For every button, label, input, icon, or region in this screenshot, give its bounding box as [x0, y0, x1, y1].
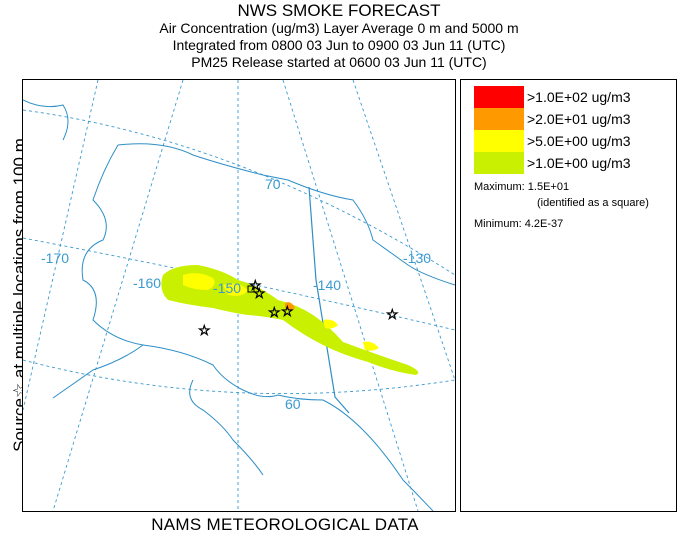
contour-high-4: [363, 341, 379, 351]
maximum-square: [247, 285, 255, 293]
legend-swatch-yellow: [474, 130, 524, 152]
legend-maximum: Maximum: 1.5E+01: [474, 181, 570, 193]
legend-label-1: >1.0E+02 ug/m3: [527, 89, 631, 105]
contour-high-2: [223, 283, 248, 296]
lat-label-70: 70: [265, 176, 281, 192]
source-star-4: ☆: [268, 304, 281, 320]
legend-swatch-red: [474, 86, 524, 108]
contour-high-3: [323, 319, 338, 329]
legend-label-4: >1.0E+00 ug/m3: [527, 155, 631, 171]
meridian-140-line: [282, 80, 419, 511]
lon-label-130: -130: [403, 250, 431, 266]
map-canvas: ☆ ☆ ☆ ☆ ☆ ☆ 70 60 -170 -160 -150 -140 -1…: [23, 80, 455, 511]
integration-period: Integrated from 0800 03 Jun to 0900 03 J…: [172, 37, 506, 53]
smoke-contours: [161, 265, 419, 375]
lon-label-140: -140: [313, 277, 341, 293]
coastline-north: [117, 143, 455, 286]
contour-high-5: [285, 302, 295, 310]
source-star-1: ☆: [249, 277, 262, 293]
lon-label-150: -150: [213, 280, 241, 296]
legend-label-3: >5.0E+00 ug/m3: [527, 133, 631, 149]
lat-label-60: 60: [285, 396, 301, 412]
legend-minimum: Minimum: 4.2E-37: [474, 218, 564, 230]
legend-panel: >1.0E+02 ug/m3 >2.0E+01 ug/m3 >5.0E+00 u…: [460, 79, 677, 512]
source-star-6: ☆: [386, 306, 399, 322]
forecast-title: NWS SMOKE FORECAST: [237, 1, 441, 20]
legend-maximum-note: (identified as a square): [537, 197, 649, 209]
coastline-siberia: [23, 99, 69, 141]
legend-label-2: >2.0E+01 ug/m3: [527, 111, 631, 127]
contour-high-1: [183, 273, 215, 290]
legend-swatch-orange: [474, 108, 524, 130]
lon-label-170: -170: [41, 250, 69, 266]
latitude-70-line: [23, 109, 455, 276]
coastline-peninsula: [189, 379, 264, 476]
coastlines: [23, 99, 455, 511]
border-line: [308, 186, 350, 414]
legend-swatch-green: [474, 152, 524, 174]
smoke-map: ☆ ☆ ☆ ☆ ☆ ☆ 70 60 -170 -160 -150 -140 -1…: [22, 79, 456, 512]
source-stars: ☆ ☆ ☆ ☆ ☆ ☆: [198, 277, 399, 339]
graticule-labels: 70 60 -170 -160 -150 -140 -130: [41, 176, 431, 412]
coastline-west: [52, 144, 145, 399]
meridian-130-line: [352, 80, 455, 381]
meridian-170-line: [23, 80, 99, 411]
source-star-3: ☆: [198, 322, 211, 338]
layer-description: Air Concentration (ug/m3) Layer Average …: [159, 20, 519, 36]
source-star-2: ☆: [253, 285, 266, 301]
release-start: PM25 Release started at 0600 03 Jun 11 (…: [191, 54, 487, 70]
contour-low-main: [161, 265, 419, 375]
coastline-south: [142, 344, 434, 511]
data-source-footer: NAMS METEOROLOGICAL DATA: [151, 515, 419, 534]
lon-label-160: -160: [133, 275, 161, 291]
source-star-5: ☆: [281, 303, 294, 319]
